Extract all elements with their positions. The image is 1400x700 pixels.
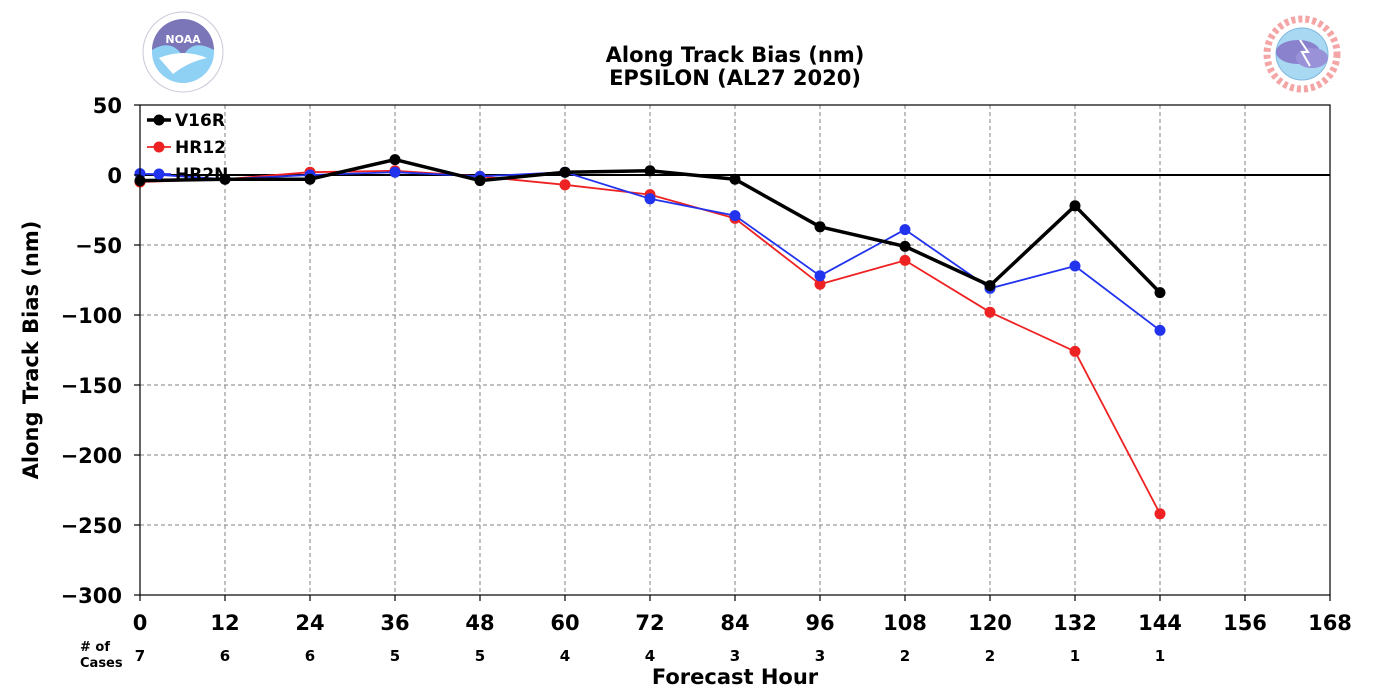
case-count: 6	[220, 647, 230, 665]
x-tick-label: 24	[295, 611, 324, 635]
case-count: 4	[560, 647, 570, 665]
y-axis-label: Along Track Bias (nm)	[19, 221, 43, 480]
data-point-hr12	[814, 278, 826, 290]
legend-label-hr12: HR12	[175, 138, 226, 158]
nws-logo	[1263, 15, 1341, 93]
x-tick-label: 96	[805, 611, 834, 635]
cases-label-line1: # of	[80, 640, 110, 655]
data-point-hr12	[1069, 345, 1081, 357]
data-point-v16r	[644, 165, 656, 177]
series-lines	[134, 154, 1166, 520]
case-count: 5	[475, 647, 485, 665]
data-point-hr2n	[814, 270, 826, 282]
data-point-v16r	[1069, 200, 1081, 212]
data-point-hr12	[984, 306, 996, 318]
y-tick-label: 50	[93, 94, 122, 118]
data-point-hr12	[899, 254, 911, 266]
case-count: 7	[135, 647, 145, 665]
case-count: 1	[1070, 647, 1080, 665]
case-count: 5	[390, 647, 400, 665]
x-tick-label: 144	[1138, 611, 1182, 635]
data-point-v16r	[899, 240, 911, 252]
legend-marker-hr12	[153, 141, 165, 153]
case-count: 6	[305, 647, 315, 665]
legend-label-hr2n: HR2N	[175, 165, 228, 185]
y-tick-label: 0	[107, 164, 122, 188]
data-point-v16r	[814, 221, 826, 233]
noaa-logo-text: NOAA	[165, 33, 201, 46]
x-tick-label: 132	[1053, 611, 1097, 635]
data-point-hr2n	[389, 166, 401, 178]
y-tick-label: −250	[61, 514, 122, 538]
data-point-v16r	[219, 173, 231, 185]
data-point-hr12	[559, 179, 571, 191]
data-point-hr12	[1154, 508, 1166, 520]
x-tick-label: 156	[1223, 611, 1267, 635]
chart-subtitle: EPSILON (AL27 2020)	[609, 66, 861, 90]
x-tick-label: 0	[133, 611, 148, 635]
data-point-hr2n	[899, 224, 911, 236]
x-tick-label: 36	[380, 611, 409, 635]
noaa-logo: NOAA	[142, 11, 224, 93]
x-tick-label: 60	[550, 611, 579, 635]
data-point-v16r	[559, 166, 571, 178]
data-point-v16r	[984, 280, 996, 292]
y-tick-label: −200	[61, 444, 122, 468]
y-tick-label: −100	[61, 304, 122, 328]
chart-title: Along Track Bias (nm)	[606, 43, 865, 67]
case-count: 2	[900, 647, 910, 665]
data-point-hr2n	[1154, 324, 1166, 336]
x-tick-label: 12	[210, 611, 239, 635]
data-point-v16r	[304, 173, 316, 185]
data-point-v16r	[389, 154, 401, 166]
legend: V16R HR12 HR2N	[147, 111, 228, 185]
case-count: 3	[815, 647, 825, 665]
legend-label-v16r: V16R	[175, 111, 225, 131]
cases-label-line2: Cases	[80, 656, 123, 671]
x-tick-label: 168	[1308, 611, 1352, 635]
x-tick-labels: 0 12 24 36 48 60 72 84 96 108 120 132 144 156 168	[133, 595, 1352, 635]
y-tick-label: −50	[75, 234, 122, 258]
x-tick-label: 72	[635, 611, 664, 635]
x-tick-label: 84	[720, 611, 749, 635]
legend-marker-v16r	[153, 114, 165, 126]
y-tick-labels: 50 0 −50 −100 −150 −200 −250 −300	[61, 94, 140, 608]
data-point-hr2n	[644, 193, 656, 205]
x-axis-label: Forecast Hour	[652, 665, 819, 689]
case-count: 2	[985, 647, 995, 665]
data-point-v16r	[729, 173, 741, 185]
grid-lines	[140, 105, 1330, 595]
data-point-v16r	[1154, 287, 1166, 299]
x-tick-label: 48	[465, 611, 494, 635]
y-tick-label: −300	[61, 584, 122, 608]
x-tick-label: 120	[968, 611, 1012, 635]
case-count: 4	[645, 647, 655, 665]
data-point-hr2n	[1069, 260, 1081, 272]
legend-marker-hr2n	[153, 168, 165, 180]
x-tick-label: 108	[883, 611, 927, 635]
cases-row: 7 6 6 5 5 4 4 3 3 2 2 1 1	[135, 647, 1165, 665]
data-point-v16r	[474, 175, 486, 187]
case-count: 3	[730, 647, 740, 665]
case-count: 1	[1155, 647, 1165, 665]
data-point-hr2n	[729, 210, 741, 222]
y-tick-label: −150	[61, 374, 122, 398]
